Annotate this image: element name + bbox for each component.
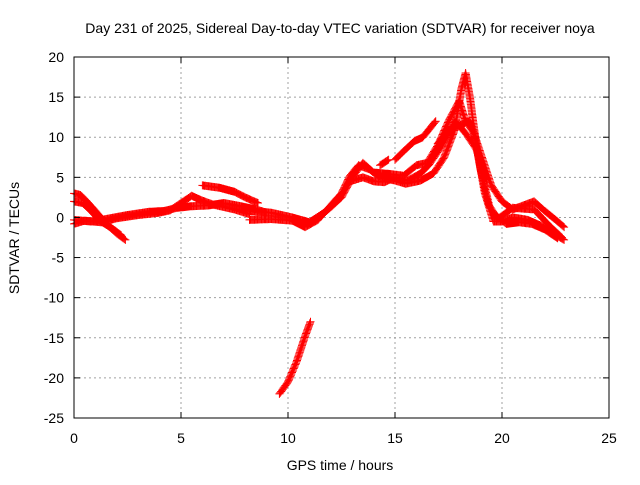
data-point-markers bbox=[391, 117, 440, 164]
plot-frame bbox=[73, 56, 610, 419]
y-tick-label: 20 bbox=[48, 49, 64, 65]
y-tick-label: 0 bbox=[56, 209, 64, 225]
gridlines bbox=[74, 57, 609, 418]
x-tick-label: 5 bbox=[177, 430, 185, 446]
data-series bbox=[391, 117, 440, 164]
data-point-markers bbox=[376, 155, 393, 170]
y-tick-label: 10 bbox=[48, 129, 64, 145]
x-tick-label: 25 bbox=[601, 430, 617, 446]
chart-title: Day 231 of 2025, Sidereal Day-to-day VTE… bbox=[85, 20, 595, 36]
x-tick-label: 15 bbox=[387, 430, 403, 446]
data-series bbox=[376, 155, 393, 170]
data-point-markers bbox=[433, 117, 569, 232]
x-tick-label: 10 bbox=[280, 430, 296, 446]
data-series bbox=[489, 209, 562, 243]
data-point-markers bbox=[198, 181, 262, 207]
data-point-markers bbox=[275, 317, 315, 398]
x-axis-label: GPS time / hours bbox=[287, 457, 394, 473]
y-tick-label: -20 bbox=[44, 370, 64, 386]
y-tick-label: -25 bbox=[44, 410, 64, 426]
y-tick-label: 15 bbox=[48, 89, 64, 105]
y-axis-ticks: -25 -20 -15 -10 -5 0 5 10 15 20 bbox=[44, 49, 609, 426]
data-point-markers bbox=[489, 209, 562, 243]
y-tick-label: -5 bbox=[52, 250, 65, 266]
x-axis-ticks: 0 5 10 15 20 25 bbox=[70, 57, 617, 446]
data-series bbox=[198, 181, 262, 207]
x-tick-label: 0 bbox=[70, 430, 78, 446]
data-points bbox=[70, 69, 569, 398]
y-axis-label: SDTVAR / TECUs bbox=[6, 182, 22, 294]
y-tick-label: -15 bbox=[44, 330, 64, 346]
x-tick-label: 20 bbox=[494, 430, 510, 446]
data-series bbox=[275, 317, 315, 398]
data-series bbox=[433, 117, 569, 232]
y-tick-label: 5 bbox=[56, 169, 64, 185]
y-tick-label: -10 bbox=[44, 290, 64, 306]
